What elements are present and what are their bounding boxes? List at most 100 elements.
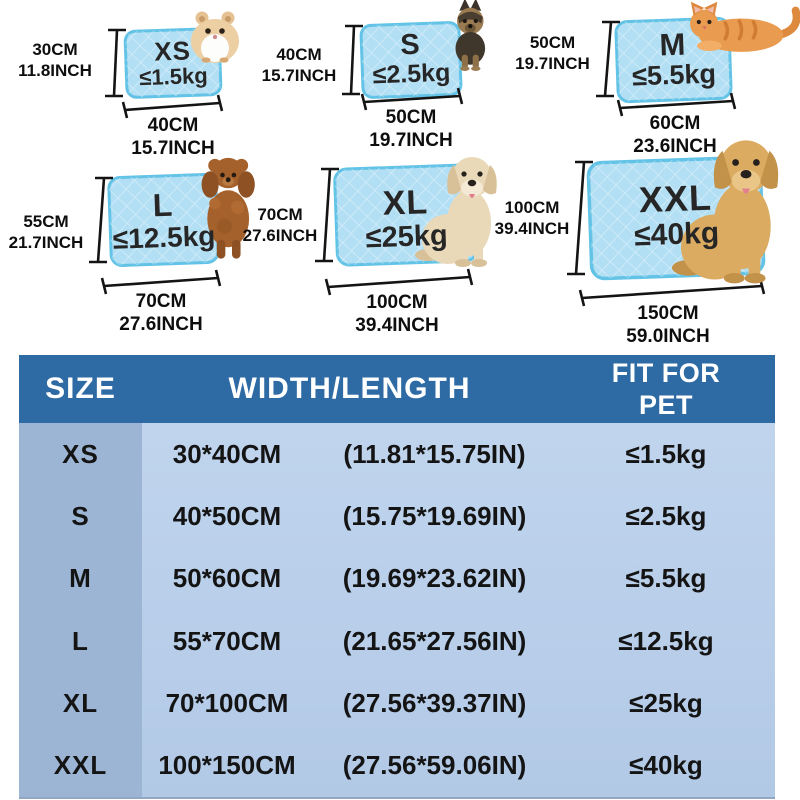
- height-cm: 100CM: [504, 198, 560, 217]
- height-inch: 19.7INCH: [515, 53, 590, 73]
- width-dimension-label: 60CM 23.6INCH: [617, 112, 733, 158]
- width-dimension-line: [100, 269, 222, 295]
- mat-shape: [359, 21, 463, 99]
- height-cm: 40CM: [276, 45, 322, 64]
- width-dimension-line: [616, 92, 737, 117]
- mat-group-xxl: 100CM 39.4INCH XXL ≤40kg 150CM 59.0INCH: [490, 140, 800, 347]
- width-dimension-label: 40CM 15.7INCH: [121, 114, 225, 160]
- height-cm: 55CM: [23, 212, 69, 231]
- cell-cm: 70*100CM: [165, 687, 289, 718]
- mat-group-xs: 30CM 11.8INCH XS ≤1.5kg 40CM 15.7INCH: [5, 10, 250, 159]
- cell-size: S: [71, 500, 90, 531]
- cell-weight: ≤1.5kg: [625, 438, 707, 469]
- weight-limit: ≤12.5kg: [112, 219, 216, 255]
- size-letter: XL: [382, 183, 429, 223]
- cell-cm: 50*60CM: [172, 563, 282, 594]
- mat-group-l: 55CM 21.7INCH L ≤12.5kg 70CM 27.6INCH: [0, 157, 262, 336]
- mat-size-label: M ≤5.5kg: [616, 26, 731, 93]
- labrador-image: [415, 157, 497, 267]
- height-dimension-label: 55CM 21.7INCH: [0, 212, 92, 253]
- size-diagram: 30CM 11.8INCH XS ≤1.5kg 40CM 15.7INCH: [0, 0, 800, 348]
- cell-inch: (19.69*23.62IN): [342, 563, 527, 594]
- width-inch: 39.4INCH: [355, 315, 439, 337]
- height-dimension-label: 30CM 11.8INCH: [5, 40, 105, 81]
- header-fit-for-pet: FIT FOR PET: [611, 357, 721, 420]
- mat-illustration-xxl: [567, 140, 779, 307]
- height-dimension-label: 50CM 19.7INCH: [505, 33, 600, 74]
- mat-group-m: 50CM 19.7INCH M ≤5.5kg 60CM 23.6INCH: [505, 0, 800, 158]
- width-cm: 100CM: [366, 292, 428, 313]
- yorkie-puppy-image: [455, 0, 486, 71]
- mat-illustration-m: [596, 1, 800, 117]
- width-dimension-label: 70CM 27.6INCH: [102, 290, 220, 336]
- cell-size: L: [72, 625, 89, 656]
- mat-group-xl: 70CM 27.6INCH XL ≤25kg 100CM 39.4INCH: [240, 155, 508, 337]
- table-row: XXL 100*150CM (27.56*59.06IN) ≤40kg: [19, 735, 775, 797]
- cell-weight: ≤2.5kg: [625, 500, 707, 531]
- size-letter: L: [152, 186, 174, 224]
- mat-illustration-xs: [105, 11, 239, 119]
- weight-limit: ≤40kg: [633, 216, 720, 253]
- height-dimension-line: [89, 176, 113, 264]
- width-dimension-label: 50CM 19.7INCH: [357, 106, 465, 152]
- mat-illustration-s: [342, 0, 486, 111]
- width-dimension-line: [121, 94, 224, 119]
- height-dimension-line: [105, 28, 126, 98]
- weight-limit: ≤1.5kg: [138, 62, 209, 91]
- height-cm: 70CM: [257, 205, 303, 224]
- cell-cm: 40*50CM: [172, 500, 282, 531]
- mat-illustration-l: [89, 157, 255, 295]
- cell-inch: (15.75*19.69IN): [342, 500, 527, 531]
- header-width-length: WIDTH/LENGTH: [228, 372, 471, 405]
- header-size: SIZE: [45, 372, 116, 405]
- height-cm: 50CM: [529, 33, 576, 52]
- cell-size: XL: [62, 687, 99, 718]
- mat-size-label: XS ≤1.5kg: [125, 35, 221, 90]
- height-dimension-label: 40CM 15.7INCH: [253, 45, 345, 86]
- cell-inch: (27.56*59.06IN): [342, 750, 527, 781]
- table-row: M 50*60CM (19.69*23.62IN) ≤5.5kg: [19, 548, 775, 610]
- weight-limit: ≤5.5kg: [631, 59, 717, 92]
- hamster-image: [191, 11, 239, 63]
- table-header: SIZE WIDTH/LENGTH FIT FOR PET: [19, 355, 775, 423]
- mat-size-label: XXL ≤40kg: [589, 177, 763, 254]
- height-dimension-line: [315, 167, 339, 263]
- size-table: SIZE WIDTH/LENGTH FIT FOR PET XS 30*40CM…: [19, 355, 775, 799]
- height-dimension-label: 70CM 27.6INCH: [240, 205, 320, 246]
- cell-weight: ≤12.5kg: [618, 625, 714, 656]
- mat-group-s: 40CM 15.7INCH S ≤2.5kg 50CM 19.7INCH: [253, 0, 486, 151]
- weight-limit: ≤25kg: [365, 219, 449, 255]
- cell-weight: ≤5.5kg: [625, 563, 707, 594]
- mat-illustration-xl: [315, 157, 497, 296]
- table-body: XS 30*40CM (11.81*15.75IN) ≤1.5kg S 40*5…: [19, 423, 775, 797]
- cell-inch: (27.56*39.37IN): [342, 687, 527, 718]
- cell-cm: 30*40CM: [172, 438, 282, 469]
- width-dimension-label: 100CM 39.4INCH: [330, 291, 464, 337]
- width-cm: 70CM: [135, 291, 187, 312]
- cell-size: XS: [62, 438, 99, 469]
- height-inch: 15.7INCH: [261, 65, 337, 85]
- height-inch: 27.6INCH: [242, 225, 318, 245]
- height-dimension-label: 100CM 39.4INCH: [490, 198, 574, 239]
- width-cm: 50CM: [385, 107, 437, 128]
- height-dimension-line: [567, 160, 593, 276]
- width-inch: 59.0INCH: [626, 326, 710, 348]
- golden-retriever-image: [671, 140, 779, 284]
- size-letter: XXL: [638, 176, 713, 221]
- width-dimension-line: [360, 87, 464, 111]
- mat-size-label: XL ≤25kg: [335, 183, 477, 256]
- height-inch: 11.8INCH: [18, 60, 92, 80]
- height-cm: 30CM: [32, 40, 78, 59]
- size-letter: M: [658, 26, 687, 63]
- cell-weight: ≤40kg: [629, 750, 703, 781]
- cat-image: [690, 1, 800, 52]
- table-row: XL 70*100CM (27.56*39.37IN) ≤25kg: [19, 672, 775, 734]
- table-row: L 55*70CM (21.65*27.56IN) ≤12.5kg: [19, 610, 775, 672]
- height-dimension-line: [342, 24, 363, 96]
- mat-size-label: S ≤2.5kg: [361, 28, 461, 90]
- size-column-band: [19, 423, 142, 797]
- width-dimension-label: 150CM 59.0INCH: [584, 302, 752, 348]
- weight-limit: ≤2.5kg: [372, 58, 451, 90]
- table-row: S 40*50CM (15.75*19.69IN) ≤2.5kg: [19, 485, 775, 547]
